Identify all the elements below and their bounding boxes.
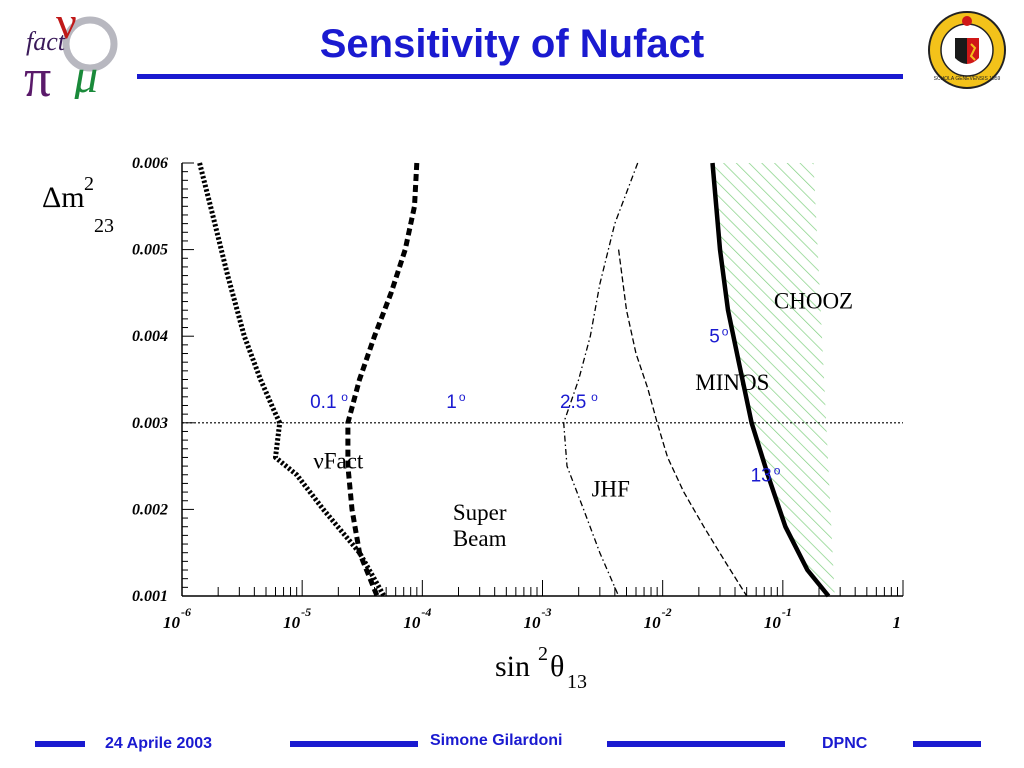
footer-author: Simone Gilardoni	[430, 732, 563, 749]
angle-label: 2.5	[560, 392, 586, 413]
curve-label: Beam	[453, 526, 507, 551]
y-tick-label: 0.006	[132, 155, 168, 172]
x-tick-exponent: -5	[301, 605, 311, 619]
y-axis-title-sup: 2	[84, 173, 94, 195]
footer-bar-left	[35, 741, 85, 747]
y-tick-label: 0.001	[132, 588, 168, 605]
x-tick-label: 10	[524, 613, 542, 632]
x-tick-label: 10	[644, 613, 662, 632]
page-title: Sensitivity of Nufact	[319, 22, 705, 66]
y-tick-label: 0.005	[132, 242, 168, 259]
angle-label-degree: o	[722, 324, 729, 338]
x-tick-label: 10	[283, 613, 301, 632]
x-tick-exponent: -2	[662, 605, 672, 619]
angle-label-degree: o	[341, 390, 348, 404]
angle-label-degree: o	[591, 390, 598, 404]
x-tick-label: 10	[403, 613, 421, 632]
angle-label-degree: o	[459, 390, 466, 404]
logo-fact-text: fact	[26, 27, 66, 56]
curve-super-beam	[345, 162, 420, 597]
curve-chooz	[710, 162, 831, 598]
curve-jhf	[563, 162, 639, 597]
logo-nu-text: ν	[56, 4, 77, 48]
y-tick-label: 0.004	[132, 328, 168, 345]
angle-label-degree: o	[774, 464, 781, 478]
footer-bar-mid-right	[607, 741, 785, 747]
nufact-logo: fact ν π μ	[22, 0, 137, 108]
y-axis-title-sub: 23	[94, 215, 114, 237]
angle-label: 5	[709, 326, 720, 347]
logo-pi-text: π	[24, 48, 51, 99]
y-tick-label: 0.002	[132, 501, 168, 518]
logo-mu-text: μ	[73, 50, 98, 99]
curve-minos	[617, 249, 748, 597]
angle-label: 13	[751, 466, 772, 487]
x-axis-title: sin	[495, 650, 530, 683]
x-tick-label: 1	[893, 613, 902, 632]
curve-label: νFact	[313, 449, 364, 474]
x-axis-title-sub: 13	[567, 671, 587, 693]
y-tick-label: 0.003	[132, 415, 168, 432]
curve-label: Super	[453, 500, 507, 525]
x-axis-title-theta: θ	[550, 650, 564, 683]
x-tick-exponent: -4	[421, 605, 431, 619]
curve-label: JHF	[592, 476, 630, 501]
x-tick-exponent: -6	[181, 605, 191, 619]
x-tick-label: 10	[163, 613, 181, 632]
x-tick-exponent: -3	[542, 605, 552, 619]
footer-date: 24 Aprile 2003	[105, 735, 213, 752]
university-seal: SCHOLA GENEVENSIS 1559	[927, 10, 1007, 90]
x-tick-exponent: -1	[782, 605, 792, 619]
footer-bar-mid-left	[290, 741, 418, 747]
angle-label: 1	[446, 392, 457, 413]
curve-fact	[197, 162, 387, 598]
angle-label: 0.1	[310, 392, 336, 413]
curve-label: CHOOZ	[774, 288, 853, 313]
x-tick-label: 10	[764, 613, 782, 632]
x-axis-title-sup: 2	[538, 643, 548, 665]
footer-org: DPNC	[822, 735, 868, 752]
title-underline	[137, 74, 903, 79]
logo-ring	[62, 16, 118, 72]
footer-bar-right	[913, 741, 981, 747]
y-axis-title: Δm	[42, 181, 85, 214]
chooz-hatched-region	[712, 163, 835, 596]
curve-label: MINOS	[695, 370, 769, 395]
seal-text: SCHOLA GENEVENSIS 1559	[934, 76, 1001, 82]
